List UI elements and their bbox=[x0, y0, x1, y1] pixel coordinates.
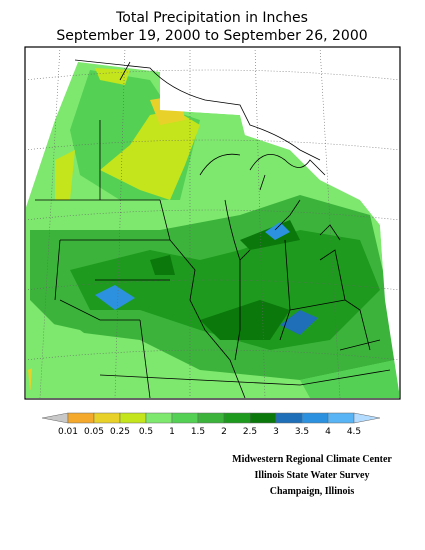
colorbar-swatch bbox=[171, 412, 199, 424]
graticule bbox=[26, 48, 399, 398]
precip-area bbox=[100, 110, 200, 200]
colorbar-over bbox=[353, 412, 381, 424]
precip-area bbox=[30, 320, 120, 398]
coastline bbox=[249, 153, 341, 241]
colorbar-swatch bbox=[197, 412, 225, 424]
title: Total Precipitation in Inches bbox=[115, 10, 308, 26]
colorbar-label: 0.01 bbox=[58, 427, 78, 437]
colorbar-label: 0.05 bbox=[84, 427, 104, 437]
colorbar-under bbox=[41, 412, 69, 424]
colorbar-label: 1 bbox=[169, 427, 175, 437]
colorbar-label: 0.25 bbox=[110, 427, 130, 437]
precip-area bbox=[150, 255, 175, 275]
outside-region bbox=[240, 48, 399, 200]
state-borders bbox=[35, 59, 391, 398]
credits: Midwestern Regional Climate Center Illino… bbox=[232, 454, 392, 497]
colorbar-swatch bbox=[249, 412, 277, 424]
colorbar-swatch bbox=[145, 412, 173, 424]
colorbar-label: 0.5 bbox=[139, 427, 153, 437]
colorbar-swatch bbox=[67, 412, 95, 424]
colorbar-label: 4 bbox=[325, 427, 331, 437]
colorbar-swatch bbox=[119, 412, 147, 424]
precip-area bbox=[265, 222, 290, 240]
credit-line: Illinois State Water Survey bbox=[255, 470, 370, 481]
colorbar-swatch bbox=[301, 412, 329, 424]
colorbar-swatch bbox=[223, 412, 251, 424]
precip-area bbox=[300, 360, 399, 398]
credit-line: Champaign, Illinois bbox=[270, 486, 355, 497]
precip-area bbox=[95, 285, 135, 310]
colorbar-swatch bbox=[275, 412, 303, 424]
outside-region bbox=[26, 48, 78, 207]
colorbar-swatch bbox=[93, 412, 121, 424]
subtitle: September 19, 2000 to September 26, 2000 bbox=[56, 28, 367, 44]
precip-area bbox=[200, 300, 290, 340]
colorbar-label: 2 bbox=[221, 427, 227, 437]
colorbar-label: 2.5 bbox=[243, 427, 257, 437]
colorbar: 0.01 0.05 0.25 0.5 1 1.5 2 2.5 3 3.5 4 4.5 bbox=[41, 412, 381, 437]
colorbar-label: 3 bbox=[273, 427, 279, 437]
credit-line: Midwestern Regional Climate Center bbox=[232, 454, 392, 465]
outside-region bbox=[160, 48, 240, 115]
precip-area bbox=[55, 150, 75, 200]
precip-area bbox=[280, 310, 318, 335]
colorbar-label: 3.5 bbox=[295, 427, 309, 437]
colorbar-label: 1.5 bbox=[191, 427, 205, 437]
colorbar-swatch bbox=[327, 412, 355, 424]
colorbar-label: 4.5 bbox=[347, 427, 361, 437]
outside-region bbox=[360, 200, 399, 392]
map bbox=[24, 46, 401, 400]
